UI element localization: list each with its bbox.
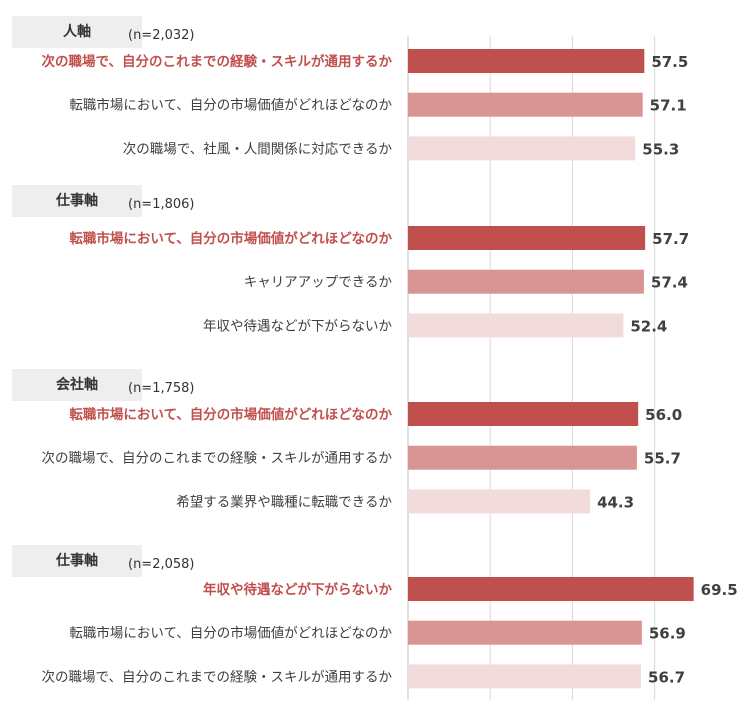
category-label: キャリアアップできるか	[244, 275, 393, 291]
data-label: 52.4	[630, 317, 667, 335]
group-axis-label: 仕事軸	[12, 545, 142, 577]
data-label: 44.3	[597, 493, 634, 511]
category-label: 転職市場において、自分の市場価値がどれほどなのか	[69, 230, 392, 247]
group-axis-label: 会社軸	[12, 369, 142, 401]
category-label: 年収や待遇などが下がらないか	[203, 318, 392, 334]
group-sample-size: (n=1,758)	[128, 381, 195, 396]
category-label: 次の職場で、自分のこれまでの経験・スキルが通用するか	[42, 53, 393, 70]
category-label: 次の職場で、社風・人間関係に対応できるか	[123, 141, 393, 157]
bar	[408, 49, 645, 73]
bar	[408, 402, 639, 426]
group-sample-size: (n=2,058)	[128, 557, 195, 572]
category-label: 転職市場において、自分の市場価値がどれほどなのか	[69, 625, 392, 642]
data-label: 69.5	[701, 581, 738, 599]
bar	[408, 269, 644, 294]
category-label: 年収や待遇などが下がらないか	[203, 581, 392, 598]
data-label: 55.7	[644, 450, 681, 468]
data-label: 56.7	[648, 668, 685, 686]
category-label: 次の職場で、自分のこれまでの経験・スキルが通用するか	[42, 451, 393, 467]
category-label: 転職市場において、自分の市場価値がどれほどなのか	[69, 97, 392, 114]
category-label: 次の職場で、自分のこれまでの経験・スキルが通用するか	[42, 669, 393, 685]
data-label: 57.1	[650, 97, 687, 115]
data-label: 56.9	[649, 625, 686, 643]
group-axis-label: 仕事軸	[12, 185, 142, 217]
data-label: 57.7	[652, 230, 689, 248]
group-sample-size: (n=2,032)	[128, 28, 195, 43]
category-label: 転職市場において、自分の市場価値がどれほどなのか	[69, 406, 392, 423]
bar	[408, 664, 642, 689]
data-label: 55.3	[642, 140, 679, 158]
bar	[408, 92, 643, 117]
bar	[408, 445, 637, 470]
bar	[408, 577, 694, 601]
group-sample-size: (n=1,806)	[128, 197, 195, 212]
data-label: 57.4	[651, 274, 688, 292]
data-label: 57.5	[651, 53, 688, 71]
category-label: 希望する業界や職種に転職できるか	[176, 494, 392, 510]
data-label: 56.0	[645, 406, 682, 424]
group-axis-label: 人軸	[12, 16, 142, 48]
bar	[408, 620, 642, 645]
bar	[408, 313, 624, 338]
bar	[408, 136, 636, 161]
bar	[408, 226, 646, 250]
bar	[408, 489, 591, 514]
